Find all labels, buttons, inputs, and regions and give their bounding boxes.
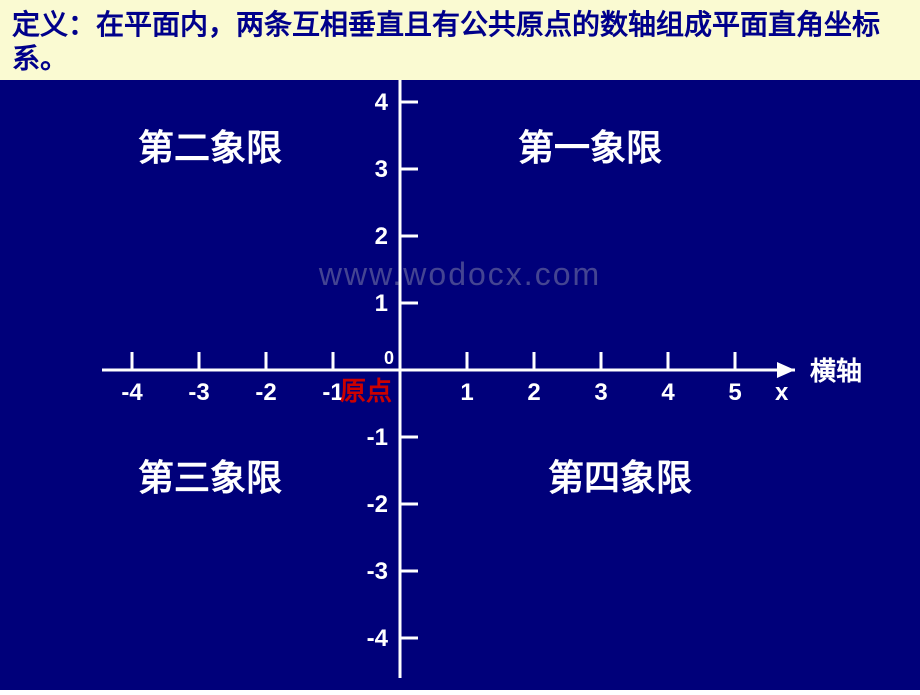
quadrant-2-label: 第二象限 [138, 127, 282, 168]
quadrant-4-label: 第四象限 [548, 457, 692, 498]
quadrant-1-label: 第一象限 [518, 127, 662, 168]
y-tick-label: 2 [375, 223, 388, 250]
x-tick-label: -4 [121, 379, 143, 406]
coordinate-svg: www.wodocx.com-4-3-2-112345-4-3-2-112345… [0, 80, 920, 690]
x-tick-label: 4 [661, 379, 675, 406]
x-tick-label: 5 [728, 379, 741, 406]
quadrant-3-label: 第三象限 [138, 457, 282, 498]
y-tick-label: 4 [375, 89, 389, 116]
y-tick-label: -3 [367, 558, 388, 585]
origin-label: 原点 [340, 376, 392, 406]
x-axis-letter: x [775, 379, 789, 406]
watermark-text: www.wodocx.com [318, 256, 601, 292]
x-tick-label: 2 [527, 379, 540, 406]
x-tick-label: 3 [594, 379, 607, 406]
y-tick-label: -1 [367, 424, 388, 451]
y-tick-label: 3 [375, 156, 388, 183]
x-axis-name: 横轴 [810, 356, 862, 386]
coordinate-diagram: www.wodocx.com-4-3-2-112345-4-3-2-112345… [0, 80, 920, 690]
definition-text: 定义：在平面内，两条互相垂直且有公共原点的数轴组成平面直角坐标系。 [12, 9, 880, 74]
y-tick-label: -2 [367, 491, 388, 518]
x-tick-label: -2 [255, 379, 276, 406]
definition-header: 定义：在平面内，两条互相垂直且有公共原点的数轴组成平面直角坐标系。 [0, 0, 920, 80]
origin-zero: 0 [384, 348, 394, 368]
x-tick-label: 1 [460, 379, 473, 406]
x-tick-label: -3 [188, 379, 209, 406]
y-tick-label: 1 [375, 290, 388, 317]
y-tick-label: -4 [367, 625, 389, 652]
